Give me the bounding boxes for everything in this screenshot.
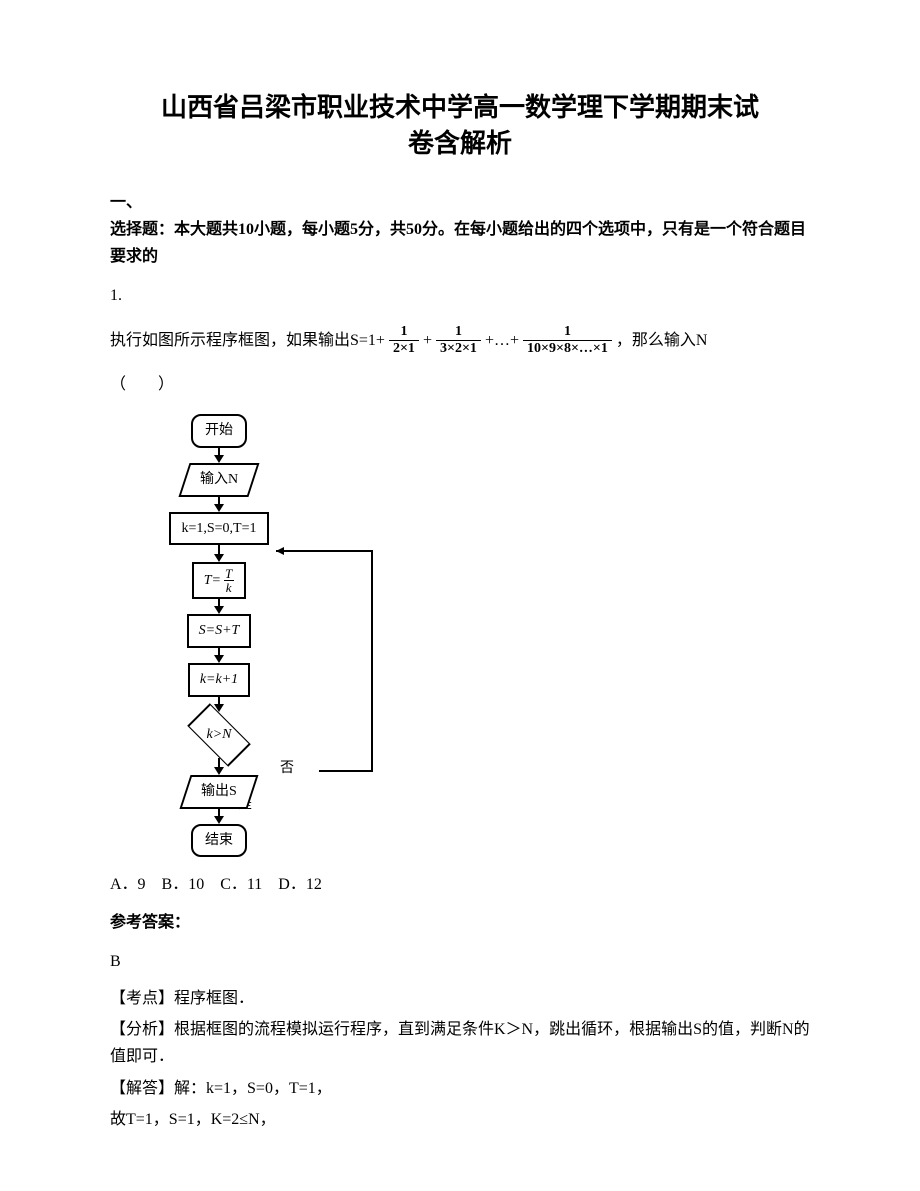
flowchart: 开始 输入N k=1,S=0,T=1 T= T k S=S+T k=k+1 [114,414,324,858]
flowchart-arrow-icon [214,554,224,562]
frac2-denominator: 3×2×1 [436,340,481,357]
flowchart-assign-k: k=k+1 [188,663,250,697]
section-label: 一、 [110,194,142,211]
choice-paren: （ ） [110,371,810,398]
flowchart-arrow-icon [214,767,224,775]
frac3-numerator: 1 [560,324,575,340]
flowchart-arrow-icon [214,504,224,512]
flowchart-input: 输入N [178,463,259,497]
assign-t-den: k [224,580,234,594]
answer-label: 参考答案： [110,909,810,936]
exam-page: 山西省吕梁市职业技术中学高一数学理下学期期末试 卷含解析 一、 选择题：本大题共… [0,0,920,1177]
page-title: 山西省吕梁市职业技术中学高一数学理下学期期末试 卷含解析 [110,90,810,163]
frac1-numerator: 1 [396,324,411,340]
fraction-1: 1 2×1 [389,324,419,357]
ellipsis-plus: +…+ [485,327,519,354]
fenxi: 【分析】根据框图的流程模拟运行程序，直到满足条件K＞N，跳出循环，根据输出S的值… [110,1016,810,1070]
frac3-denominator: 10×9×8×…×1 [523,340,612,357]
options: A．9 B．10 C．11 D．12 [110,871,810,898]
fraction-2: 1 3×2×1 [436,324,481,357]
flowchart-output: 输出S [180,775,259,809]
flowchart-start: 开始 [191,414,247,448]
flowchart-end: 结束 [191,824,247,858]
flowchart-cond-label: k>N [207,723,232,747]
flowchart-assign-t: T= T k [192,562,246,599]
flowchart-arrow-icon [214,816,224,824]
flowchart-output-label: 输出S [201,780,237,804]
frac1-denominator: 2×1 [389,340,419,357]
assign-t-num: T [223,567,234,580]
assign-t-fraction: T k [223,567,234,594]
section-desc: 选择题：本大题共10小题，每小题5分，共50分。在每小题给出的四个选项中，只有是… [110,221,806,265]
flowchart-decision: k>N [174,712,264,758]
section-heading: 一、 选择题：本大题共10小题，每小题5分，共50分。在每小题给出的四个选项中，… [110,189,810,271]
answer-value: B [110,948,810,975]
flowchart-arrow-icon [214,655,224,663]
flowchart-no-label: 否 [280,757,294,781]
flowchart-assign-s: S=S+T [187,614,252,648]
question-number: 1. [110,282,810,309]
q-text-prefix: 执行如图所示程序框图，如果输出S=1+ [110,327,385,354]
plus-1: + [423,327,432,354]
jieda-line-1: 【解答】解：k=1，S=0，T=1， [110,1075,810,1102]
frac2-numerator: 1 [451,324,466,340]
flowchart-arrow-icon [214,455,224,463]
question-text: 执行如图所示程序框图，如果输出S=1+ 1 2×1 + 1 3×2×1 +…+ … [110,324,810,357]
flowchart-init: k=1,S=0,T=1 [169,512,268,546]
jieda-line-2: 故T=1，S=1，K=2≤N， [110,1106,810,1133]
title-line-1: 山西省吕梁市职业技术中学高一数学理下学期期末试 [161,93,759,122]
flowchart-input-label: 输入N [200,468,238,492]
title-line-2: 卷含解析 [408,129,512,158]
assign-t-left: T= [204,569,221,593]
q-text-suffix: ，那么输入N [616,327,708,354]
fraction-3: 1 10×9×8×…×1 [523,324,612,357]
flowchart-arrow-icon [214,606,224,614]
kaodian: 【考点】程序框图． [110,985,810,1012]
